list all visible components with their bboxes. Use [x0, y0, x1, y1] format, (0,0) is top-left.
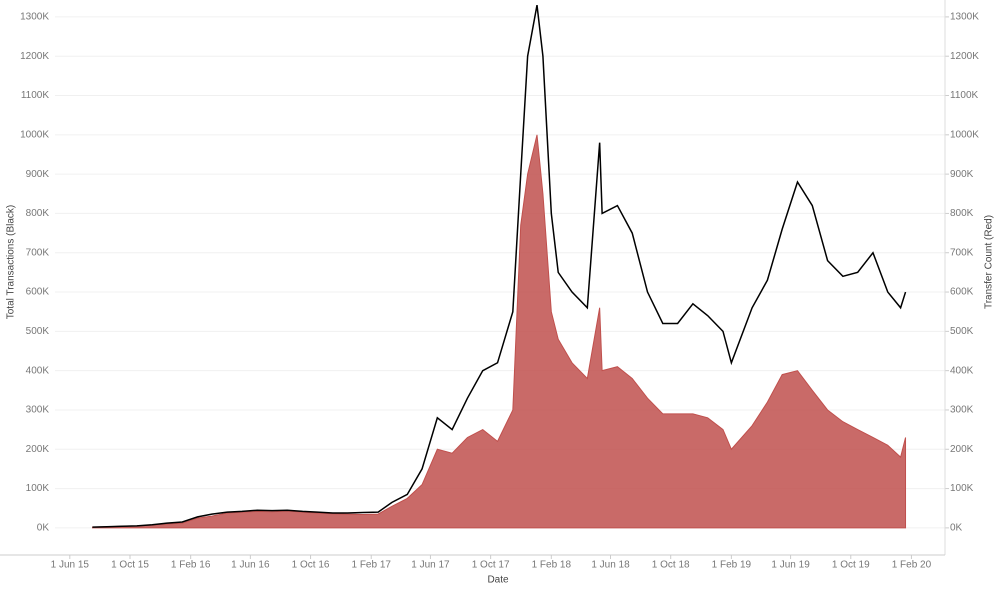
y-tick-label: 500K: [26, 326, 50, 337]
y2-tick-label: 700K: [950, 247, 974, 258]
x-tick-label: 1 Oct 16: [292, 560, 330, 571]
x-tick-label: 1 Jun 16: [231, 560, 270, 571]
y2-tick-label: 200K: [950, 444, 974, 455]
y-tick-label: 1200K: [20, 51, 49, 62]
x-tick-label: 1 Feb 19: [712, 560, 752, 571]
y2-tick-label: 1300K: [950, 12, 979, 23]
y-tick-label: 600K: [26, 287, 50, 298]
x-axis-title: Date: [487, 575, 509, 586]
x-tick-label: 1 Oct 19: [832, 560, 870, 571]
transfer-area: [91, 134, 907, 529]
x-tick-label: 1 Oct 18: [652, 560, 690, 571]
y-axis-title: Total Transactions (Black): [6, 205, 17, 320]
x-tick-label: 1 Jun 18: [591, 560, 630, 571]
y-tick-label: 900K: [26, 169, 50, 180]
y2-tick-label: 900K: [950, 169, 974, 180]
y2-axis-title: Transfer Count (Red): [984, 215, 995, 309]
y2-tick-label: 300K: [950, 405, 974, 416]
x-tick-label: 1 Feb 16: [171, 560, 211, 571]
y-tick-label: 400K: [26, 365, 50, 376]
x-tick-label: 1 Feb 17: [351, 560, 391, 571]
x-tick-label: 1 Jun 19: [771, 560, 810, 571]
x-tick-label: 1 Jun 17: [411, 560, 450, 571]
y-tick-label: 100K: [26, 483, 50, 494]
y2-tick-label: 400K: [950, 365, 974, 376]
x-tick-label: 1 Feb 18: [532, 560, 572, 571]
y-tick-label: 1300K: [20, 12, 49, 23]
y2-tick-label: 0K: [950, 523, 963, 534]
y-tick-label: 1100K: [21, 90, 50, 101]
y-tick-label: 200K: [26, 444, 50, 455]
y-tick-label: 1000K: [20, 129, 49, 140]
transactions-line: [92, 4, 907, 528]
y2-tick-label: 1200K: [950, 51, 979, 62]
y-tick-label: 0K: [37, 523, 50, 534]
y2-tick-label: 500K: [950, 326, 974, 337]
x-tick-label: 1 Jun 15: [51, 560, 90, 571]
y2-tick-label: 600K: [950, 287, 974, 298]
y2-tick-label: 800K: [950, 208, 974, 219]
y2-tick-label: 100K: [950, 483, 974, 494]
y-tick-label: 700K: [26, 247, 50, 258]
x-tick-label: 1 Oct 17: [472, 560, 510, 571]
y2-tick-label: 1100K: [950, 90, 979, 101]
y-tick-label: 300K: [26, 405, 50, 416]
y2-tick-label: 1000K: [950, 129, 979, 140]
y-tick-label: 800K: [26, 208, 50, 219]
x-tick-label: 1 Feb 20: [892, 560, 932, 571]
x-tick-label: 1 Oct 15: [111, 560, 149, 571]
